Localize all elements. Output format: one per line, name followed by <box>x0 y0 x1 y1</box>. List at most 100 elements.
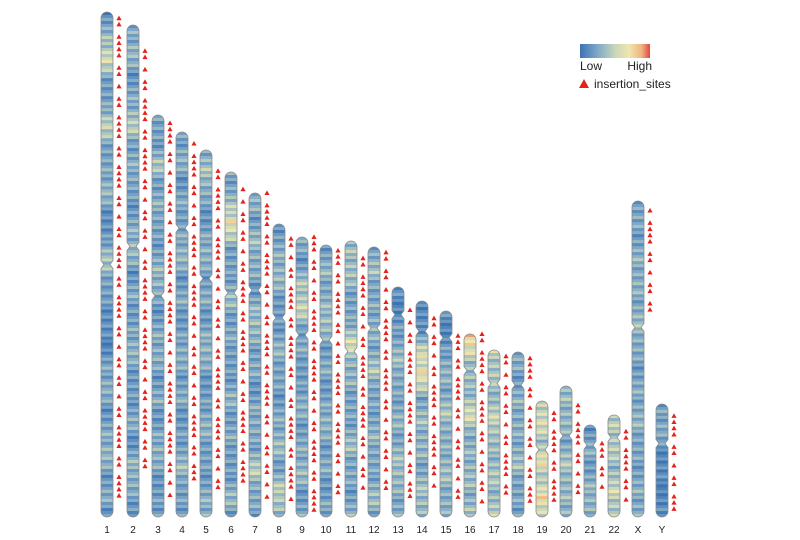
insertion-site-marker <box>116 245 122 250</box>
chromosome-band <box>368 508 380 512</box>
chromosome-band <box>392 346 404 351</box>
chromosome-band <box>488 493 500 497</box>
chromosome-band <box>176 204 188 208</box>
chromosome-band <box>392 331 404 336</box>
insertion-markers-9 <box>311 234 317 512</box>
chromosome-band <box>392 328 404 333</box>
insertion-site-marker <box>335 390 341 396</box>
chromosome-band <box>345 391 357 395</box>
chromosome-band <box>225 433 237 437</box>
chromosome-band <box>152 265 164 269</box>
chromosome-band <box>608 502 620 506</box>
chromosome-band <box>296 468 308 473</box>
chromosome-band <box>225 223 237 227</box>
chromosome-band <box>632 201 644 205</box>
chromosome-band <box>368 268 380 272</box>
insertion-site-marker <box>335 340 341 346</box>
chromosome-band <box>440 430 452 435</box>
chromosome-band <box>632 408 644 413</box>
chromosome-band <box>536 511 548 515</box>
chromosome-band <box>127 130 139 134</box>
chromosome-band <box>584 493 596 497</box>
chromosome-band <box>345 433 357 437</box>
insertion-site-marker <box>167 436 173 442</box>
chromosome-band <box>101 237 113 242</box>
chromosome-band <box>127 217 139 221</box>
chromosome-label-9: 9 <box>299 525 305 536</box>
chromosome-band <box>101 72 113 76</box>
chromosome-band <box>560 427 572 432</box>
chromosome-band <box>560 472 572 476</box>
chromosome-band <box>368 409 380 413</box>
chromosome-band <box>176 252 188 256</box>
insertion-site-marker <box>240 471 246 477</box>
chromosome-band <box>440 379 452 384</box>
insertion-site-marker <box>431 452 437 457</box>
chromosome-band <box>127 85 139 89</box>
chromosome-band <box>320 322 332 327</box>
insertion-site-marker <box>360 423 366 428</box>
chromosome-band <box>249 349 261 353</box>
chromosome-band <box>273 430 285 434</box>
chromosome-band <box>249 319 261 323</box>
chromosome-band <box>176 174 188 178</box>
insertion-site-marker <box>311 470 317 475</box>
chromosome-band <box>176 297 188 302</box>
chromosome-band <box>127 94 139 98</box>
chromosome-band <box>632 465 644 470</box>
chromosome-band <box>368 373 380 377</box>
insertion-site-marker <box>116 121 122 126</box>
chromosome-band <box>632 510 644 515</box>
chromosome-band <box>152 184 164 188</box>
chromosome-band <box>127 334 139 338</box>
chromosome-band <box>101 369 113 374</box>
insertion-site-marker <box>360 367 366 372</box>
chromosome-band <box>368 310 380 314</box>
insertion-site-marker <box>240 428 246 434</box>
insertion-site-marker <box>142 66 148 72</box>
chromosome-band <box>249 409 261 413</box>
chromosome-band <box>632 318 644 322</box>
insertion-site-marker <box>623 428 629 434</box>
chromosome-band <box>512 388 524 392</box>
chromosome-band <box>416 310 428 314</box>
chromosome-band <box>152 454 164 458</box>
chromosome-band <box>368 460 380 464</box>
chromosome-band <box>488 409 500 414</box>
chromosome-band <box>536 475 548 479</box>
chromosome-band <box>249 277 261 281</box>
insertion-site-marker <box>142 339 148 345</box>
chromosome-band <box>200 504 212 509</box>
chromosome-band <box>296 279 308 283</box>
chromosome-band <box>127 460 139 464</box>
chromosome-band <box>632 495 644 500</box>
chromosome-band <box>345 343 357 347</box>
chromosome-band <box>440 376 452 381</box>
insertion-site-marker <box>360 392 366 397</box>
insertion-site-marker <box>599 453 605 458</box>
insertion-site-marker <box>551 416 557 422</box>
chromosome-band <box>176 240 188 244</box>
chromosome-band <box>200 219 212 223</box>
chromosome-band <box>440 463 452 467</box>
chromosome-band <box>345 340 357 344</box>
chromosome-band <box>368 349 380 353</box>
insertion-site-marker <box>383 479 389 484</box>
chromosome-band <box>296 276 308 280</box>
chromosome-band <box>368 280 380 284</box>
chromosome-band <box>101 273 113 278</box>
chromosome-band <box>320 370 332 375</box>
insertion-site-marker <box>431 390 437 395</box>
chromosome-band <box>152 343 164 347</box>
insertion-site-marker <box>167 331 173 336</box>
insertion-site-marker <box>479 480 485 485</box>
chromosome-band <box>127 496 139 500</box>
insertion-site-marker <box>360 280 366 286</box>
chromosome-band <box>225 298 237 302</box>
chromosome-band <box>584 514 596 517</box>
chromosome-band <box>584 425 596 429</box>
chromosome-band <box>584 433 596 438</box>
chromosome-band <box>656 493 668 497</box>
insertion-site-marker <box>360 255 366 261</box>
chromosome-band <box>127 193 139 197</box>
